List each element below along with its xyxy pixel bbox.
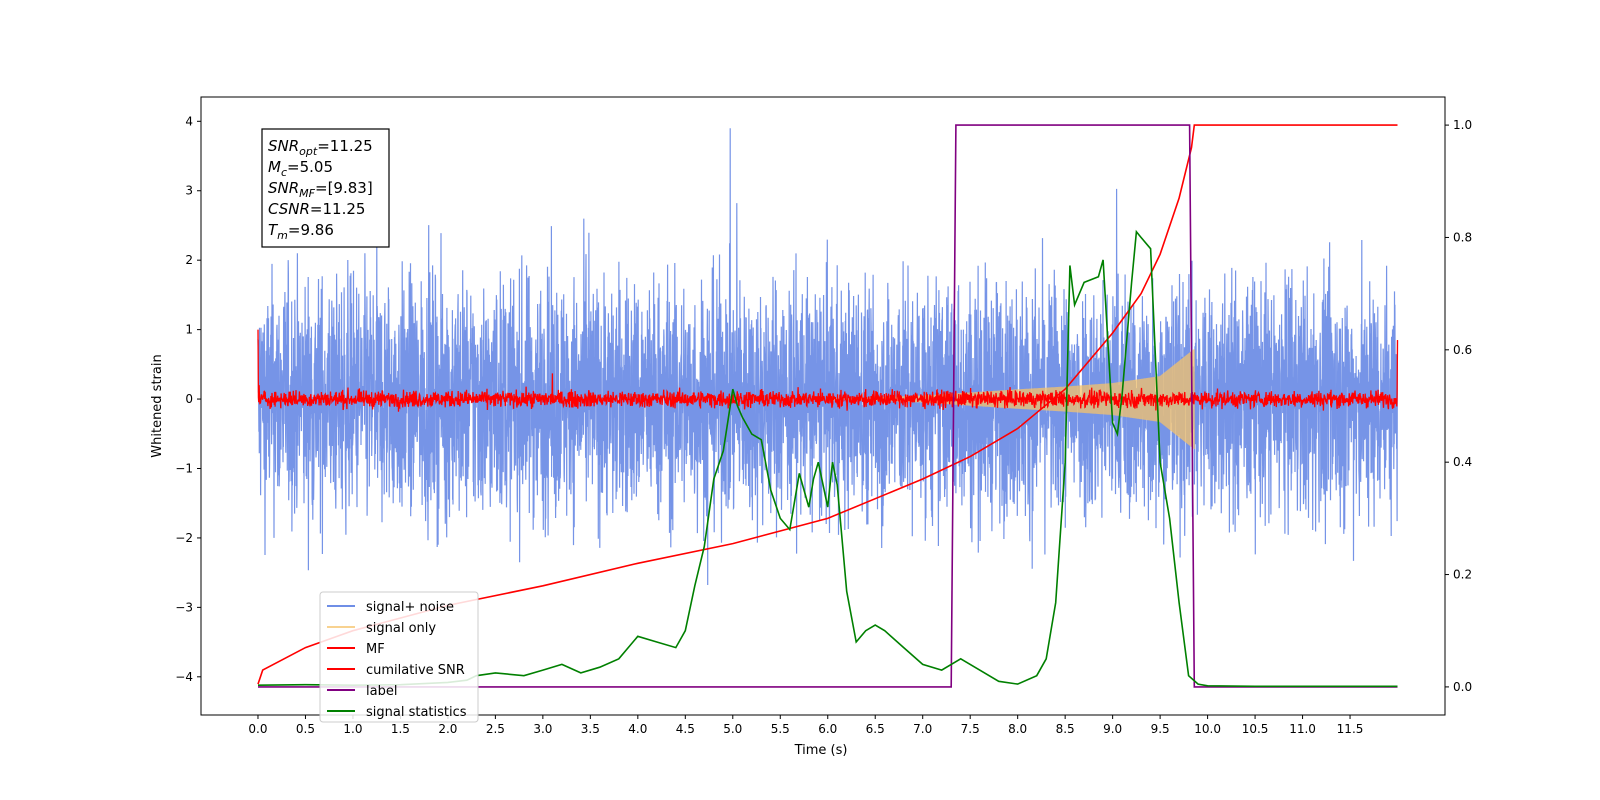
y2-tick-label: 0.0 xyxy=(1453,680,1472,694)
x-tick-label: 11.0 xyxy=(1289,722,1316,736)
y-tick-label: 1 xyxy=(185,323,193,337)
series-signal-noise-line xyxy=(257,128,1399,586)
x-tick-label: 10.5 xyxy=(1242,722,1269,736)
x-tick-label: 7.5 xyxy=(961,722,980,736)
x-tick-label: 3.0 xyxy=(533,722,552,736)
x-tick-label: 6.0 xyxy=(818,722,837,736)
y-tick-label: −2 xyxy=(175,531,193,545)
x-tick-label: 0.0 xyxy=(248,722,267,736)
x-tick-label: 2.5 xyxy=(486,722,505,736)
y-tick-label: −1 xyxy=(175,461,193,475)
x-axis: 0.0 0.5 1.0 1.5 2.0 2.5 3.0 3.5 4.0 4.5 5.0 5.5 6.0 6… xyxy=(248,715,1363,736)
x-tick-label: 8.0 xyxy=(1008,722,1027,736)
x-tick-label: 9.5 xyxy=(1151,722,1170,736)
y-tick-label: 4 xyxy=(185,114,193,128)
x-tick-label: 10.0 xyxy=(1194,722,1221,736)
x-tick-label: 1.0 xyxy=(343,722,362,736)
series-mf-line xyxy=(257,329,1399,412)
legend: signal+ noise signal only MF cumilative SNR… xyxy=(319,591,479,723)
y-tick-label: 3 xyxy=(185,184,193,198)
x-tick-label: 9.0 xyxy=(1103,722,1122,736)
y2-tick-label: 0.8 xyxy=(1453,230,1472,244)
y-tick-label: 0 xyxy=(185,392,193,406)
annotation-line: Mc=5.05 xyxy=(268,158,333,179)
series-signal-statistics-line xyxy=(257,229,1398,688)
annotation-frame xyxy=(261,128,390,248)
annotation-line: Tm=9.86 xyxy=(268,221,334,242)
legend-label: signal statistics xyxy=(366,705,467,720)
axes-frame xyxy=(200,96,1446,716)
stats-annotation-box: SNRopt=11.25Mc=5.05SNRMF=[9.83]CSNR=11.2… xyxy=(261,128,390,248)
x-tick-label: 3.5 xyxy=(581,722,600,736)
x-tick-label: 6.5 xyxy=(866,722,885,736)
y-tick-label: −3 xyxy=(175,600,193,614)
x-tick-label: 7.0 xyxy=(913,722,932,736)
legend-frame xyxy=(319,591,479,723)
annotation-line: SNRMF=[9.83] xyxy=(268,179,373,200)
x-tick-label: 1.5 xyxy=(391,722,410,736)
x-tick-label: 4.0 xyxy=(628,722,647,736)
y2-tick-label: 1.0 xyxy=(1453,118,1472,132)
legend-label: signal only xyxy=(366,621,436,636)
y2-tick-label: 0.6 xyxy=(1453,343,1472,357)
x-tick-label: 8.5 xyxy=(1056,722,1075,736)
legend-label: signal+ noise xyxy=(366,600,454,615)
y-axis-label: Whitened strain xyxy=(150,354,165,457)
x-tick-label: 5.5 xyxy=(771,722,790,736)
x-axis-label: Time (s) xyxy=(794,743,848,758)
y-axis-right: 0.0 0.2 0.4 0.6 0.8 1.0 xyxy=(1445,118,1472,694)
x-tick-label: 5.0 xyxy=(723,722,742,736)
y-tick-label: −4 xyxy=(175,670,193,684)
annotation-line: CSNR=11.25 xyxy=(268,200,365,218)
series-label-line xyxy=(258,124,1398,688)
x-tick-label: 2.0 xyxy=(438,722,457,736)
x-tick-label: 11.5 xyxy=(1337,722,1364,736)
x-tick-label: 4.5 xyxy=(676,722,695,736)
legend-label: label xyxy=(366,684,397,699)
x-tick-label: 0.5 xyxy=(296,722,315,736)
y-axis-left: −4 −3 −2 −1 0 1 2 3 4 xyxy=(175,114,201,684)
legend-label: MF xyxy=(366,642,385,657)
y-tick-label: 2 xyxy=(185,253,193,267)
legend-label: cumilative SNR xyxy=(366,663,465,678)
annotation-line: SNRopt=11.25 xyxy=(268,137,373,158)
y2-tick-label: 0.2 xyxy=(1453,568,1472,582)
y2-tick-label: 0.4 xyxy=(1453,455,1472,469)
